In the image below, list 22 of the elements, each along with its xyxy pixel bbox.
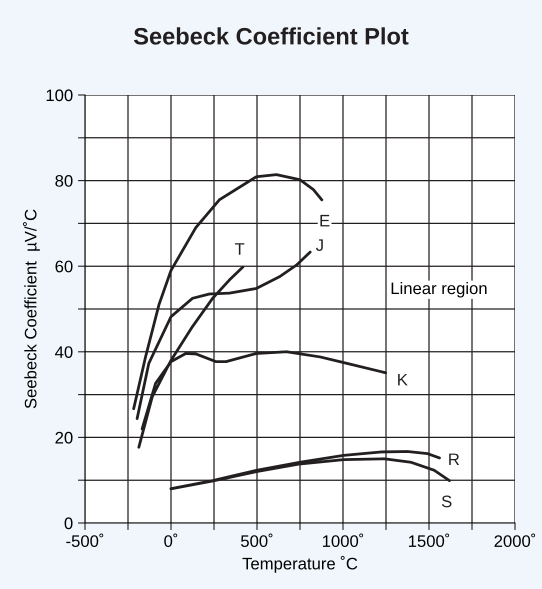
x-tick-label: 0˚ — [164, 533, 178, 548]
series-label: E — [320, 214, 330, 226]
series-label: S — [442, 496, 452, 508]
x-axis-title: Temperature ˚C — [242, 556, 358, 573]
series-label: J — [316, 239, 323, 251]
chart-title: Seebeck Coefficient Plot — [134, 27, 408, 45]
y-axis-title: Seebeck Coefficient µV/˚C — [22, 210, 40, 408]
y-tick-label: 100 — [46, 89, 73, 102]
y-tick-label: 0 — [64, 517, 73, 530]
y-tick-label: 20 — [55, 432, 73, 444]
y-tick-label: 80 — [55, 175, 73, 187]
x-tick-label: 1500˚ — [408, 533, 450, 548]
series-label: R — [449, 454, 460, 466]
y-tick-label: 40 — [55, 346, 73, 358]
x-tick-label: 1000˚ — [322, 533, 364, 548]
x-tick-label: -500˚ — [66, 533, 104, 548]
series-label: T — [234, 243, 244, 255]
series-label: K — [398, 374, 408, 386]
annotation: Linear region — [392, 282, 487, 298]
x-tick-label: 2000˚ — [494, 533, 536, 548]
y-tick-label: 60 — [56, 260, 73, 272]
x-tick-label: 500˚ — [240, 533, 272, 548]
